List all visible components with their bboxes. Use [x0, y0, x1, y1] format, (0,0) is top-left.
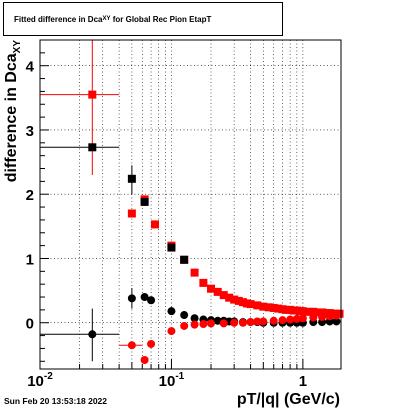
data-point: [147, 296, 156, 305]
y-tick-label: 4: [26, 59, 35, 76]
data-point: [309, 307, 318, 316]
data-point: [88, 143, 97, 152]
chart-title-sub: XY: [102, 16, 111, 22]
plot-frame: [39, 39, 342, 370]
timestamp: Sun Feb 20 13:53:18 2022: [4, 396, 108, 406]
data-point: [234, 296, 243, 305]
data-point: [286, 315, 295, 324]
data-point: [225, 293, 234, 302]
data-point: [313, 308, 322, 317]
data-point: [207, 319, 216, 328]
data-point: [219, 291, 228, 300]
y-tick-label: 3: [26, 123, 34, 140]
data-point: [167, 243, 176, 252]
data-point: [230, 318, 239, 327]
x-tick-label: 1: [299, 373, 307, 390]
data-point: [199, 320, 208, 329]
y-tick-label: 0: [26, 316, 34, 333]
data-point: [190, 268, 199, 277]
series-0: [40, 40, 344, 318]
data-marks: [40, 40, 344, 365]
x-tick-label: 10-2: [27, 371, 53, 390]
data-point: [127, 209, 136, 218]
data-point: [213, 287, 222, 296]
y-tick-label: 2: [26, 187, 34, 204]
data-point: [274, 304, 283, 313]
series-3: [119, 311, 341, 365]
x-tick-label: 10-1: [159, 371, 185, 390]
data-point: [298, 314, 307, 323]
data-point: [259, 317, 268, 326]
chart-title-main: Fitted difference in Dca: [14, 14, 103, 24]
data-point: [253, 301, 262, 310]
data-point: [147, 339, 156, 348]
data-point: [298, 307, 307, 316]
data-point: [269, 316, 278, 325]
data-point: [230, 295, 239, 304]
y-axis-label: difference in DcaXY: [3, 40, 23, 183]
data-point: [180, 311, 189, 320]
data-point: [259, 302, 268, 311]
data-point: [180, 255, 189, 264]
axis-ticks: 0 1 2 3 4 10-2 10-1 1: [26, 52, 307, 390]
data-point: [238, 318, 247, 327]
data-point: [167, 327, 176, 336]
data-point: [318, 312, 327, 321]
data-point: [190, 314, 199, 323]
data-point: [199, 278, 208, 287]
grid-lines: [40, 40, 341, 369]
data-point: [309, 313, 318, 322]
data-point: [207, 284, 216, 293]
y-axis-label-main: difference in Dca: [3, 53, 20, 182]
data-point: [264, 303, 273, 312]
y-axis-label-sub: XY: [12, 40, 23, 54]
data-point: [88, 90, 97, 99]
data-point: [246, 318, 255, 327]
data-point: [253, 317, 262, 326]
data-point: [278, 316, 287, 325]
data-point: [140, 356, 149, 365]
data-point: [190, 320, 199, 329]
data-point: [167, 307, 176, 316]
data-point: [246, 300, 255, 309]
data-point: [127, 174, 136, 183]
data-point: [151, 220, 160, 229]
series-1: [40, 143, 189, 264]
data-point: [304, 307, 313, 316]
data-point: [325, 312, 334, 321]
data-point: [219, 319, 228, 328]
data-point: [269, 303, 278, 312]
x-axis-label: pT/|q| (GeV/c): [237, 391, 340, 408]
data-point: [213, 316, 222, 325]
data-point: [332, 317, 341, 326]
y-tick-label: 1: [26, 251, 34, 268]
data-point: [88, 330, 97, 339]
data-point: [140, 293, 149, 302]
chart-title-rest: for Global Rec Pion EtapT: [110, 14, 212, 24]
data-point: [292, 314, 301, 323]
data-point: [332, 311, 341, 320]
chart-title: Fitted difference in Dca XY for Global Re…: [3, 2, 283, 36]
data-point: [180, 321, 189, 330]
data-point: [127, 341, 136, 350]
data-point: [140, 197, 149, 206]
data-point: [127, 294, 136, 303]
series-2: [40, 288, 341, 362]
